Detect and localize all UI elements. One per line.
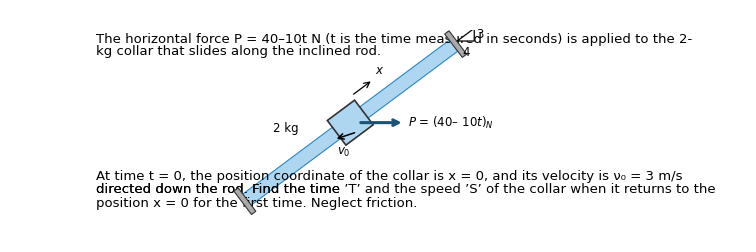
Polygon shape bbox=[327, 100, 373, 145]
Polygon shape bbox=[234, 188, 256, 214]
Text: x: x bbox=[376, 64, 383, 77]
Polygon shape bbox=[457, 28, 474, 41]
Text: kg collar that slides along the inclined rod.: kg collar that slides along the inclined… bbox=[96, 45, 381, 58]
Polygon shape bbox=[445, 31, 466, 57]
Text: directed down the rod. Find the time: directed down the rod. Find the time bbox=[96, 183, 344, 197]
Text: directed down the rod. Find the time ’T’ and the speed ’S’ of the collar when it: directed down the rod. Find the time ’T’… bbox=[96, 183, 716, 197]
Text: The horizontal force P = 40–10t N (t is the time measured in seconds) is applied: The horizontal force P = 40–10t N (t is … bbox=[96, 33, 692, 46]
Text: At time t = 0, the position coordinate of the collar is x = 0, and its velocity : At time t = 0, the position coordinate o… bbox=[96, 170, 683, 183]
Polygon shape bbox=[240, 39, 460, 207]
Text: 4: 4 bbox=[462, 46, 469, 59]
Text: $v_0$: $v_0$ bbox=[337, 146, 351, 159]
Text: 2 kg: 2 kg bbox=[273, 121, 299, 135]
Text: position x = 0 for the first time. Neglect friction.: position x = 0 for the first time. Negle… bbox=[96, 197, 417, 210]
Text: 3: 3 bbox=[476, 28, 484, 41]
Text: $P$ = (40– 10$t$)$_N$: $P$ = (40– 10$t$)$_N$ bbox=[408, 115, 494, 131]
